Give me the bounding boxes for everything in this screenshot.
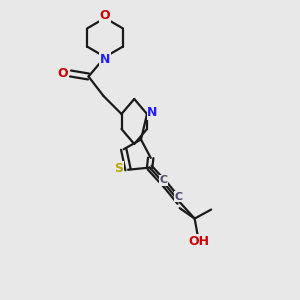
Text: C: C: [160, 175, 168, 185]
Text: N: N: [100, 53, 110, 66]
Text: O: O: [100, 9, 110, 22]
Text: N: N: [147, 106, 158, 119]
Text: OH: OH: [189, 235, 210, 248]
Text: S: S: [115, 162, 124, 175]
Text: O: O: [58, 67, 68, 80]
Text: C: C: [174, 192, 182, 202]
